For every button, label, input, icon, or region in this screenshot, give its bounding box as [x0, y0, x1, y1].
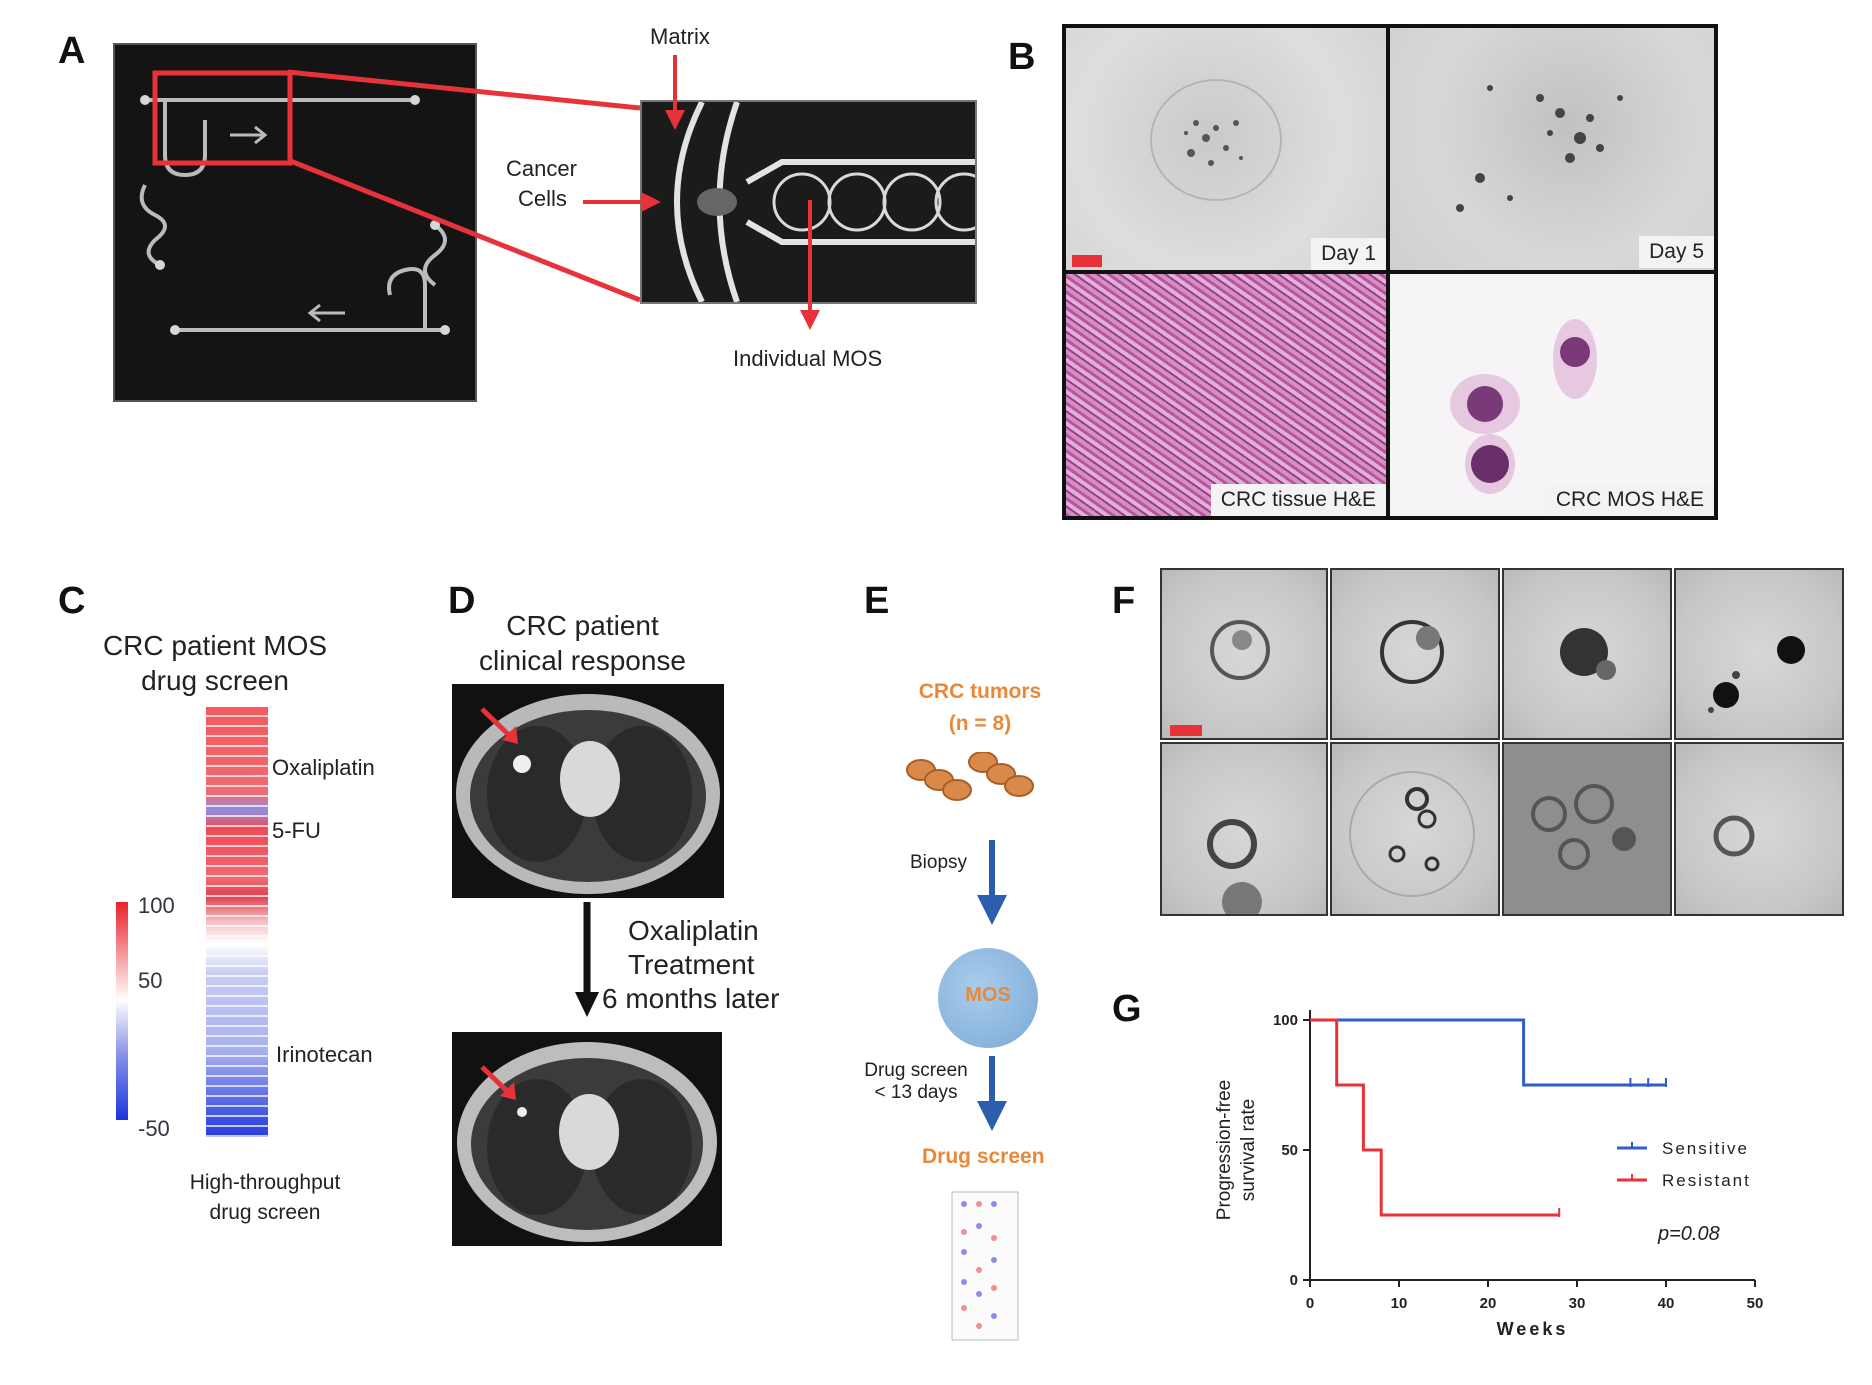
scale-bar: [1170, 725, 1202, 736]
day1-label: Day 1: [1311, 238, 1386, 270]
ct-scan-before: [452, 684, 724, 898]
screen-time-label: Drug screen < 13 days: [846, 1060, 986, 1104]
cancer-label: Cancer: [506, 156, 577, 181]
crc-tumors-label: CRC tumors (n = 8): [880, 676, 1080, 740]
treatment-line1: Oxaliplatin: [628, 915, 759, 946]
drug-5fu: 5-FU: [272, 818, 321, 843]
panel-label-a: A: [58, 30, 86, 72]
zoom-lines: [287, 69, 641, 303]
mos-label: Individual MOS: [733, 346, 883, 371]
chip-channel: [387, 267, 427, 330]
panel-label-g: G: [1112, 988, 1142, 1030]
series-line-sensitive: [1310, 1018, 1666, 1087]
panel-d-title-line1: CRC patient: [506, 610, 659, 641]
chip-channels: [139, 70, 450, 335]
x-tick-label: 40: [1658, 1295, 1675, 1312]
biopsy-arrow: [977, 840, 1007, 925]
cells-label: Cells: [518, 186, 567, 211]
legend-label-resistant: Resistant: [1662, 1171, 1751, 1190]
mos-he-image: CRC MOS H&E: [1390, 274, 1714, 516]
matrix-arrow: [665, 55, 685, 130]
heatmap-bar: [206, 707, 268, 1137]
organoid-image: [1330, 568, 1500, 740]
scale-max: 100: [138, 893, 175, 918]
screen-arrow: [977, 1056, 1007, 1131]
series-line-resistant: [1310, 1018, 1560, 1217]
panel-c-footer-line2: drug screen: [209, 1201, 321, 1224]
chip-channel: [139, 184, 167, 267]
x-tick-label: 10: [1391, 1295, 1408, 1312]
crc-tumors-title: CRC tumors: [918, 680, 1042, 703]
chip-photo: [113, 43, 477, 402]
tumor-icons: [906, 752, 1034, 801]
zoom-box: [152, 70, 293, 166]
organoid-image: [1160, 568, 1328, 740]
day1-image: Day 1: [1066, 28, 1386, 270]
scale-min: -50: [138, 1116, 170, 1141]
y-tick-label: 100: [1273, 1012, 1298, 1029]
ct-scan-after: [452, 1032, 722, 1246]
treatment-arrow: [575, 902, 599, 1017]
organoid-image: [1502, 742, 1672, 916]
y-axis-label: Progression-free: [1214, 1080, 1235, 1220]
mos-arrow: [800, 200, 820, 330]
x-tick-label: 20: [1480, 1295, 1497, 1312]
p-value-annotation: p=0.08: [1657, 1223, 1720, 1245]
day5-label: Day 5: [1639, 236, 1714, 268]
x-tick-label: 0: [1306, 1295, 1314, 1312]
screen-time-line1: Drug screen: [864, 1060, 968, 1081]
mos-sphere-label: MOS: [965, 984, 1011, 1006]
organoid-image: [1160, 742, 1328, 916]
panel-label-b: B: [1008, 36, 1036, 78]
chip-channel: [423, 223, 447, 287]
x-tick-label: 30: [1569, 1295, 1586, 1312]
y-tick-label: 50: [1281, 1142, 1298, 1159]
drug-oxaliplatin: Oxaliplatin: [272, 755, 375, 780]
mos-image-grid: Day 1 Day 5 CRC tissue H&E CRC MOS H&E: [1062, 24, 1718, 520]
panel-c-title-line2: drug screen: [141, 665, 289, 696]
panel-label-c: C: [58, 580, 86, 622]
panel-label-e: E: [864, 580, 890, 622]
screen-time-line2: < 13 days: [874, 1082, 958, 1103]
treatment-line3: 6 months later: [602, 983, 780, 1014]
x-axis-label: Weeks: [1497, 1319, 1569, 1339]
matrix-label: Matrix: [650, 24, 710, 49]
drug-irinotecan: Irinotecan: [276, 1042, 373, 1067]
organoid-image: [1330, 742, 1500, 916]
crc-tumors-n: (n = 8): [948, 712, 1012, 735]
legend-label-sensitive: Sensitive: [1662, 1139, 1749, 1158]
x-tick-label: 50: [1747, 1295, 1764, 1312]
panel-d-title: CRC patient clinical response: [450, 608, 715, 678]
panel-c-footer: High-throughput drug screen: [170, 1168, 360, 1228]
organoid-image: [1674, 742, 1844, 916]
panel-c-title-line1: CRC patient MOS: [102, 630, 328, 661]
y-tick-label: 0: [1290, 1272, 1298, 1289]
treatment-line2: Treatment: [628, 949, 755, 980]
panel-label-d: D: [448, 580, 476, 622]
organoid-image: [1674, 568, 1844, 740]
drug-screen-result-label: Drug screen: [922, 1145, 1045, 1168]
drug-plate: [951, 1191, 1019, 1341]
tissue-label: CRC tissue H&E: [1210, 484, 1386, 516]
mos-sphere: [938, 948, 1038, 1048]
cells-arrow: [583, 192, 661, 212]
tissue-he-image: CRC tissue H&E: [1066, 274, 1386, 516]
organoid-image: [1502, 568, 1672, 740]
y-axis-label: survival rate: [1238, 1099, 1259, 1201]
day5-image: Day 5: [1390, 28, 1714, 270]
panel-c-footer-line1: High-throughput: [189, 1171, 341, 1194]
panel-label-f: F: [1112, 580, 1136, 622]
mos-he-label: CRC MOS H&E: [1545, 484, 1714, 516]
biopsy-label: Biopsy: [910, 852, 968, 873]
panel-c-title: CRC patient MOS drug screen: [80, 628, 350, 698]
scale-mid: 50: [138, 968, 163, 993]
survival-chart: 0 10 20 30 40 50 0 50 100 Weeks Progression-free su…: [1214, 1010, 1764, 1339]
panel-d-title-line2: clinical response: [479, 645, 686, 676]
color-scale: [116, 902, 128, 1120]
